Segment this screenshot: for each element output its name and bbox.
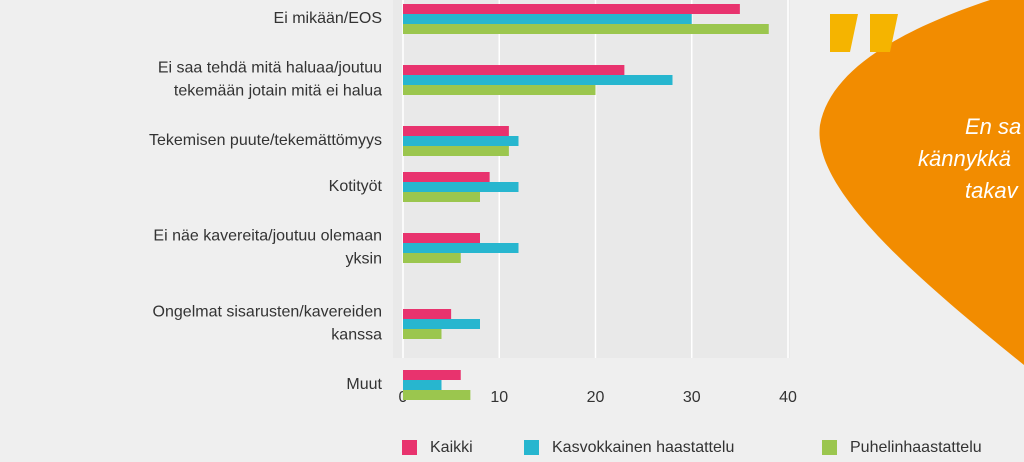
legend-swatch (822, 440, 837, 455)
bar (403, 24, 769, 34)
y-tick-label: Ei mikään/EOS (274, 10, 382, 27)
quote-line: En sa (965, 114, 1021, 139)
x-tick-label: 40 (779, 389, 797, 406)
bar (403, 253, 461, 263)
x-tick-label: 30 (683, 389, 701, 406)
bar (403, 380, 442, 390)
quote-bubble: En sa kännykkä takav (819, 0, 1024, 365)
bar (403, 233, 480, 243)
bar (403, 309, 452, 319)
bar (403, 370, 461, 380)
legend-swatch (402, 440, 417, 455)
y-tick-label: Muut (346, 376, 382, 393)
bar (403, 182, 519, 192)
bar (403, 126, 509, 136)
quote-line: kännykkä (918, 146, 1011, 171)
bar (403, 319, 480, 329)
y-tick-label: Ei näe kavereita/joutuu olemaan yksin (153, 228, 382, 268)
x-tick-label: 10 (490, 389, 508, 406)
y-tick-label: Kotityöt (329, 178, 383, 195)
bar (403, 146, 509, 156)
legend-label: Kasvokkainen haastattelu (552, 439, 734, 456)
quote-shape (819, 0, 1024, 365)
legend-swatch (524, 440, 539, 455)
quote-marks (830, 14, 898, 52)
bar (403, 390, 471, 400)
bar (403, 4, 740, 14)
bar (403, 243, 519, 253)
bar (403, 329, 442, 339)
y-tick-label: Ongelmat sisarusten/kavereiden kanssa (153, 304, 383, 344)
bar (403, 14, 692, 24)
bar (403, 85, 596, 95)
bar (403, 65, 625, 75)
quote-line: takav (965, 178, 1020, 203)
x-tick-label: 20 (587, 389, 605, 406)
legend-label: Puhelinhaastattelu (850, 439, 982, 456)
bar (403, 172, 490, 182)
y-tick-label: Tekemisen puute/tekemättömyys (149, 132, 382, 149)
y-tick-label: Ei saa tehdä mitä haluaa/joutuu tekemään … (158, 60, 382, 100)
bar (403, 192, 480, 202)
bar (403, 75, 673, 85)
legend-label: Kaikki (430, 439, 473, 456)
bar (403, 136, 519, 146)
